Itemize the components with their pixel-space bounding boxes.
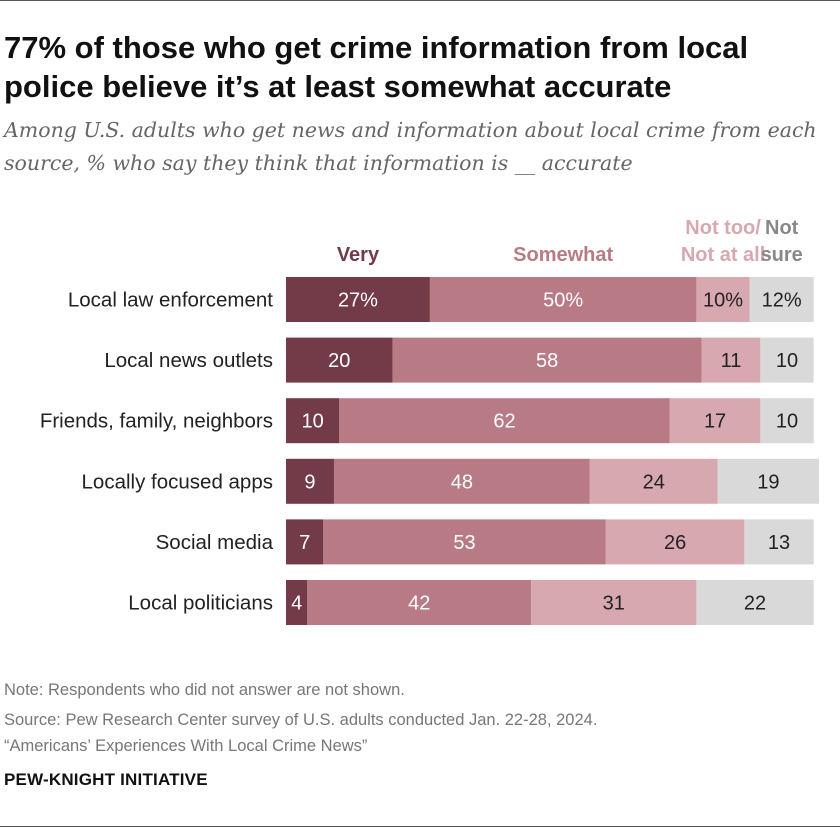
top-rule (0, 0, 840, 1)
legend-not-too: Not too/Not at all (681, 217, 765, 266)
data-label-not-too: 31 (603, 593, 625, 615)
data-label-very: 27% (338, 290, 378, 312)
data-label-not-too: 11 (721, 350, 742, 372)
data-label-not-sure: 22 (744, 593, 766, 615)
bar-segment-very (286, 277, 430, 322)
data-label-not-sure: 19 (757, 471, 779, 493)
bar-segment-not-sure (744, 519, 814, 565)
bar-segment-very (286, 519, 324, 565)
data-label-very: 9 (304, 471, 315, 493)
chart-title: 77% of those who get crime information f… (4, 30, 749, 104)
bar-segment-not-sure (760, 337, 814, 383)
data-label-very: 10 (302, 411, 324, 433)
source: Source: Pew Research Center survey of U.… (4, 707, 834, 759)
bar-segment-not-sure (696, 580, 814, 625)
chart-subtitle: Among U.S. adults who get news and infor… (4, 118, 817, 175)
bar-segment-not-too (605, 519, 745, 565)
category-label: Local news outlets (104, 349, 273, 372)
category-label: Locally focused apps (82, 470, 273, 493)
data-label-not-sure: 10 (776, 411, 798, 433)
data-label-somewhat: 62 (493, 411, 515, 433)
bar-segment-very (286, 337, 393, 383)
bar-segment-not-sure (717, 458, 819, 504)
bar-segment-somewhat (307, 580, 532, 625)
bar-segment-somewhat (429, 277, 697, 322)
data-label-somewhat: 58 (536, 350, 558, 372)
bar-segment-very (286, 458, 334, 504)
bar-segment-somewhat (339, 398, 670, 444)
bar-segment-not-too (669, 398, 761, 444)
source-line-2: “Americans’ Experiences With Local Crime… (4, 737, 368, 755)
bar-segment-somewhat (333, 458, 590, 504)
bar-segment-not-sure (760, 398, 814, 444)
legend-not-sure: Not sure (761, 217, 803, 266)
data-label-not-sure: 12% (762, 290, 802, 312)
brand-logo-text: PEW-KNIGHT INITIATIVE (4, 770, 208, 789)
bar-segment-not-sure (749, 277, 814, 322)
bar-segment-very (286, 580, 308, 625)
category-label: Friends, family, neighbors (40, 410, 273, 433)
bar-segment-not-too (589, 458, 718, 504)
data-label-not-sure: 10 (776, 350, 798, 372)
bars: 27% 50% 10% 12% 20 58 11 10 10 62 17 10 9 48 24 19 7 53 26… (286, 277, 819, 625)
data-label-not-too: 26 (664, 532, 686, 554)
data-label-somewhat: 53 (453, 532, 475, 554)
bar-segment-very (286, 398, 340, 444)
data-label-very: 4 (291, 593, 302, 615)
category-label: Social media (156, 531, 274, 554)
bar-segment-somewhat (392, 337, 702, 383)
bar-segment-somewhat (323, 519, 606, 565)
data-label-somewhat: 42 (408, 593, 430, 615)
category-label: Local law enforcement (68, 289, 273, 312)
data-label-not-too: 24 (643, 471, 665, 493)
data-label-not-too: 17 (704, 411, 726, 433)
bar-segment-not-too (701, 337, 761, 383)
data-label-somewhat: 48 (451, 471, 473, 493)
source-line-1: Source: Pew Research Center survey of U.… (4, 711, 598, 729)
bar-segment-not-too (531, 580, 697, 625)
data-label-not-too: 10% (703, 290, 743, 312)
legend-very: Very (337, 244, 380, 266)
category-label: Local politicians (128, 592, 273, 615)
category-labels: Local law enforcement Local news outlets F… (40, 289, 274, 615)
data-label-somewhat: 50% (543, 290, 583, 312)
bottom-rule (0, 826, 840, 827)
legend-somewhat: Somewhat (513, 244, 613, 266)
data-label-very: 7 (299, 532, 310, 554)
data-label-very: 20 (328, 350, 350, 372)
data-label-not-sure: 13 (768, 532, 790, 554)
note: Note: Respondents who did not answer are… (4, 681, 405, 699)
bar-segment-not-too (696, 277, 750, 322)
